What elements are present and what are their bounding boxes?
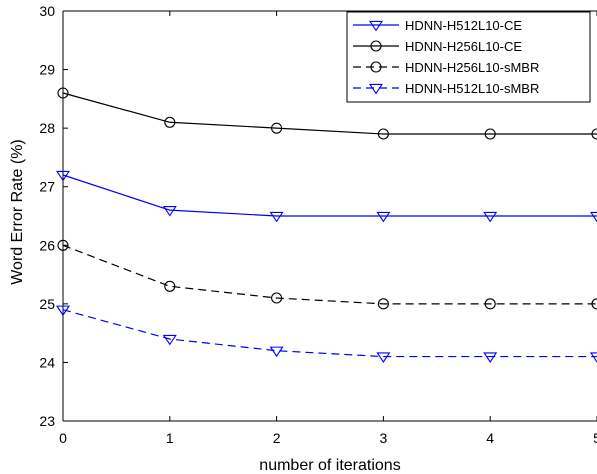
plot-frame: [62, 10, 597, 422]
x-tick-label: 1: [166, 430, 174, 446]
y-tick-label: 29: [39, 62, 55, 78]
x-tick-label: 4: [486, 430, 494, 446]
x-tick-label: 0: [59, 430, 67, 446]
data-point: [483, 211, 498, 223]
data-point: [55, 305, 71, 317]
y-tick-label: 24: [39, 354, 55, 370]
series-line: [62, 244, 597, 305]
data-point: [269, 346, 284, 358]
data-point: [164, 280, 176, 292]
data-point: [589, 211, 597, 223]
data-point: [162, 334, 177, 346]
legend-marker: [368, 20, 384, 32]
series-line: [62, 174, 597, 217]
y-tick-label: 28: [39, 120, 55, 136]
legend-marker: [370, 61, 382, 73]
data-point: [269, 211, 284, 223]
x-tick-label: 5: [593, 430, 597, 446]
series-line: [62, 309, 597, 358]
data-point: [55, 170, 71, 182]
data-point: [484, 128, 496, 140]
data-point: [589, 352, 597, 363]
legend-label: HDNN-H256L10-CE: [405, 39, 522, 54]
y-tick-label: 27: [39, 179, 55, 195]
legend-label: HDNN-H512L10-sMBR: [405, 81, 539, 96]
series-hdnn-h512l10-smbr: [55, 305, 597, 363]
y-axis-label: Word Error Rate (%): [9, 139, 26, 285]
data-point: [376, 352, 391, 363]
data-point: [591, 298, 597, 310]
legend-marker: [368, 83, 384, 95]
x-tick-label: 3: [380, 430, 388, 446]
data-point: [57, 239, 69, 251]
legend-box: [346, 11, 591, 103]
data-point: [162, 205, 177, 217]
y-tick-label: 26: [39, 237, 55, 253]
data-point: [376, 211, 391, 223]
data-point: [271, 292, 283, 304]
y-tick-label: 23: [39, 413, 55, 429]
data-point: [591, 128, 597, 140]
legend-item: HDNN-H256L10-CE: [353, 39, 522, 54]
x-axis-label: number of iterations: [259, 457, 400, 474]
series-line: [62, 92, 597, 135]
series-hdnn-h256l10-ce: [57, 87, 597, 140]
x-tick-label: 2: [273, 430, 281, 446]
y-tick-label: 30: [39, 3, 55, 19]
data-point: [484, 298, 496, 310]
data-point: [377, 298, 389, 310]
data-point: [164, 116, 176, 128]
legend: HDNN-H512L10-CE HDNN-H256L10-CE HDNN-H256L…: [346, 11, 591, 103]
legend-label: HDNN-H512L10-CE: [405, 18, 522, 33]
y-axis-ticks: 23 24 25 26 27 28 29 30: [39, 3, 68, 429]
data-point: [483, 352, 498, 363]
legend-item: HDNN-H512L10-CE: [353, 18, 522, 33]
legend-label: HDNN-H256L10-sMBR: [405, 60, 539, 75]
series-layer: [55, 87, 597, 363]
legend-marker: [370, 40, 382, 52]
data-point: [377, 128, 389, 140]
y-tick-label: 25: [39, 296, 55, 312]
data-point: [271, 122, 283, 134]
series-hdnn-h256l10-smbr: [57, 239, 597, 310]
series-hdnn-h512l10-ce: [55, 170, 597, 223]
legend-item: HDNN-H512L10-sMBR: [353, 81, 539, 96]
legend-item: HDNN-H256L10-sMBR: [353, 60, 539, 75]
data-point: [57, 87, 69, 99]
